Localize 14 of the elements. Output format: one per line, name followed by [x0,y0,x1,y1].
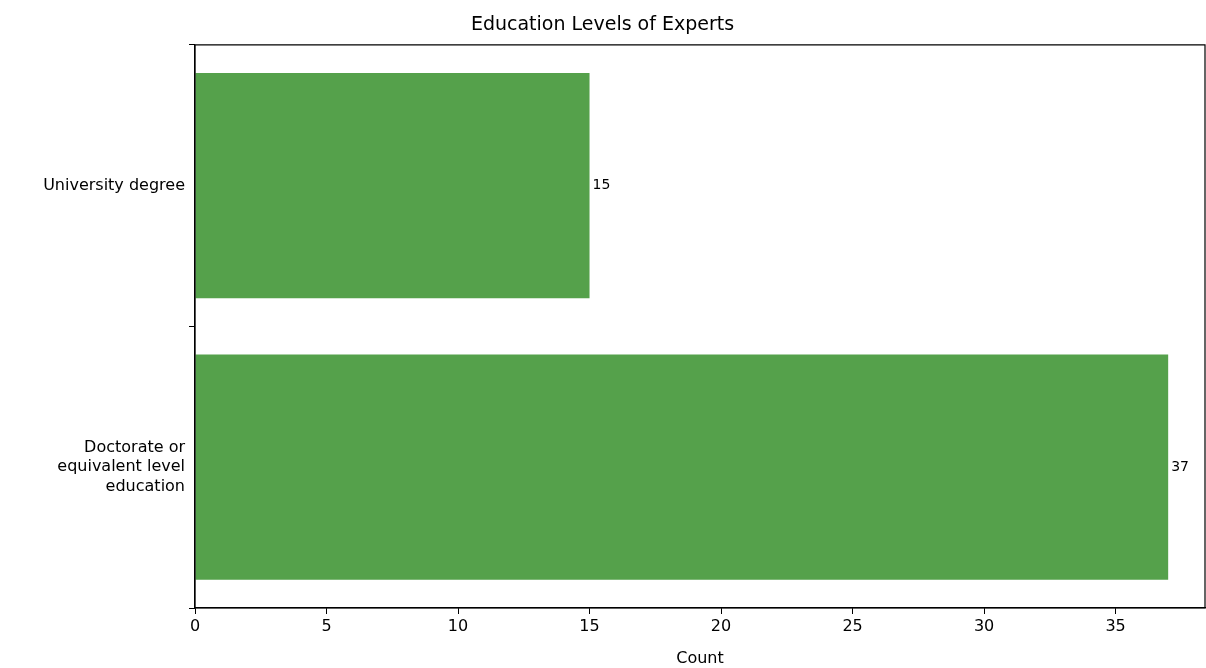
y-tick-label: University degree [43,174,185,194]
y-tick-label: Doctorate or equivalent level education [57,437,186,495]
x-tick-label: 25 [842,615,863,635]
data-label: 37 [1171,457,1190,474]
x-tick-label: 35 [1105,615,1126,635]
data-label: 15 [592,176,611,193]
x-axis-title: Count [676,647,724,667]
x-tick-label: 30 [973,615,995,635]
chart-title: Education Levels of Experts [470,12,735,35]
x-tick-label: 0 [189,615,201,635]
x-tick-label: 5 [321,615,332,635]
x-tick-label: 15 [579,615,600,635]
x-tick-label: 10 [447,615,469,635]
x-tick-label: 20 [710,615,732,635]
